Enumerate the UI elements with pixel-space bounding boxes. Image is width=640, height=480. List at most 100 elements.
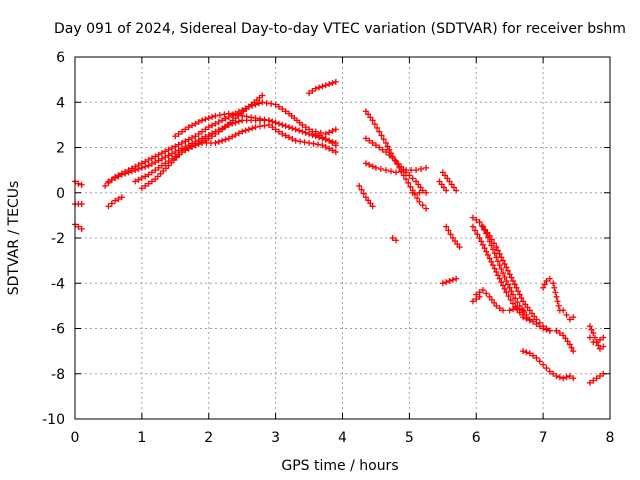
data-point (367, 200, 374, 207)
data-point (494, 258, 501, 265)
data-point (439, 169, 446, 176)
data-point (560, 332, 567, 339)
data-point (275, 128, 282, 135)
data-point (279, 121, 286, 128)
data-point (145, 180, 152, 187)
data-point (454, 241, 461, 248)
data-point (326, 129, 333, 136)
data-point (494, 247, 501, 254)
data-point (563, 311, 570, 318)
data-point (314, 141, 321, 148)
x-tick-label: 0 (71, 430, 80, 446)
data-point (536, 323, 543, 330)
data-point (505, 293, 512, 300)
data-point (296, 127, 303, 134)
data-point (322, 136, 329, 143)
data-point (382, 139, 389, 146)
data-point (416, 189, 423, 196)
data-point (541, 281, 548, 288)
data-point (479, 223, 486, 230)
data-point (483, 290, 490, 297)
data-point (105, 203, 112, 210)
data-point (165, 146, 172, 153)
data-point (176, 151, 183, 158)
data-point (483, 230, 490, 237)
data-point (478, 222, 485, 229)
data-point (212, 112, 219, 119)
data-point (148, 155, 155, 162)
data-point (261, 122, 268, 129)
data-point (369, 203, 376, 210)
data-point (306, 139, 313, 146)
data-point (179, 149, 185, 156)
data-point (423, 189, 430, 196)
data-point (590, 377, 597, 384)
data-point (170, 157, 177, 164)
data-point (526, 307, 533, 314)
data-point (152, 167, 159, 174)
data-point (566, 341, 573, 348)
data-point (138, 175, 145, 182)
data-point (78, 225, 85, 232)
data-point (481, 245, 488, 252)
data-point (563, 374, 570, 381)
data-point (299, 121, 306, 128)
data-point (418, 165, 425, 172)
data-point (229, 133, 236, 140)
data-point (506, 271, 513, 278)
data-point (516, 306, 523, 313)
data-point (157, 170, 164, 177)
data-point (115, 195, 122, 202)
data-point (165, 162, 172, 169)
data-point (199, 117, 206, 124)
data-point (600, 343, 607, 350)
data-point (362, 194, 369, 201)
data-point (261, 116, 268, 123)
data-point (269, 124, 276, 131)
data-point (369, 139, 376, 146)
data-point (239, 112, 246, 119)
data-point (505, 281, 512, 288)
data-point (279, 106, 286, 113)
data-point (440, 184, 447, 191)
chart-title: Day 091 of 2024, Sidereal Day-to-day VTE… (54, 21, 626, 37)
data-point (192, 142, 199, 149)
data-point (216, 112, 223, 119)
data-point (222, 115, 229, 122)
data-point (75, 180, 82, 187)
data-point (301, 139, 308, 146)
data-point (530, 352, 537, 359)
data-point (358, 186, 365, 193)
data-point (105, 178, 112, 185)
data-point (179, 139, 185, 146)
data-point (202, 137, 209, 144)
data-point (322, 82, 329, 89)
data-point (386, 146, 393, 153)
data-point (329, 80, 336, 87)
x-tick-label: 3 (271, 430, 280, 446)
data-point (112, 175, 119, 182)
data-point (205, 124, 212, 131)
data-point (503, 264, 510, 271)
data-point (175, 141, 182, 148)
data-point (474, 231, 481, 238)
data-point (115, 173, 122, 180)
data-point (533, 354, 540, 361)
data-point (593, 339, 600, 346)
data-point (239, 128, 246, 135)
data-point (145, 156, 152, 163)
data-point (160, 168, 167, 175)
data-point (232, 132, 239, 139)
data-point (415, 181, 422, 188)
data-point (212, 139, 219, 146)
data-point (566, 316, 573, 323)
data-point (229, 112, 236, 119)
data-point (419, 187, 426, 194)
data-point (135, 165, 142, 172)
data-point (192, 120, 199, 127)
data-point (523, 315, 530, 322)
data-point (312, 128, 319, 135)
data-point (408, 167, 415, 174)
data-point (366, 137, 373, 144)
data-point (523, 349, 530, 356)
